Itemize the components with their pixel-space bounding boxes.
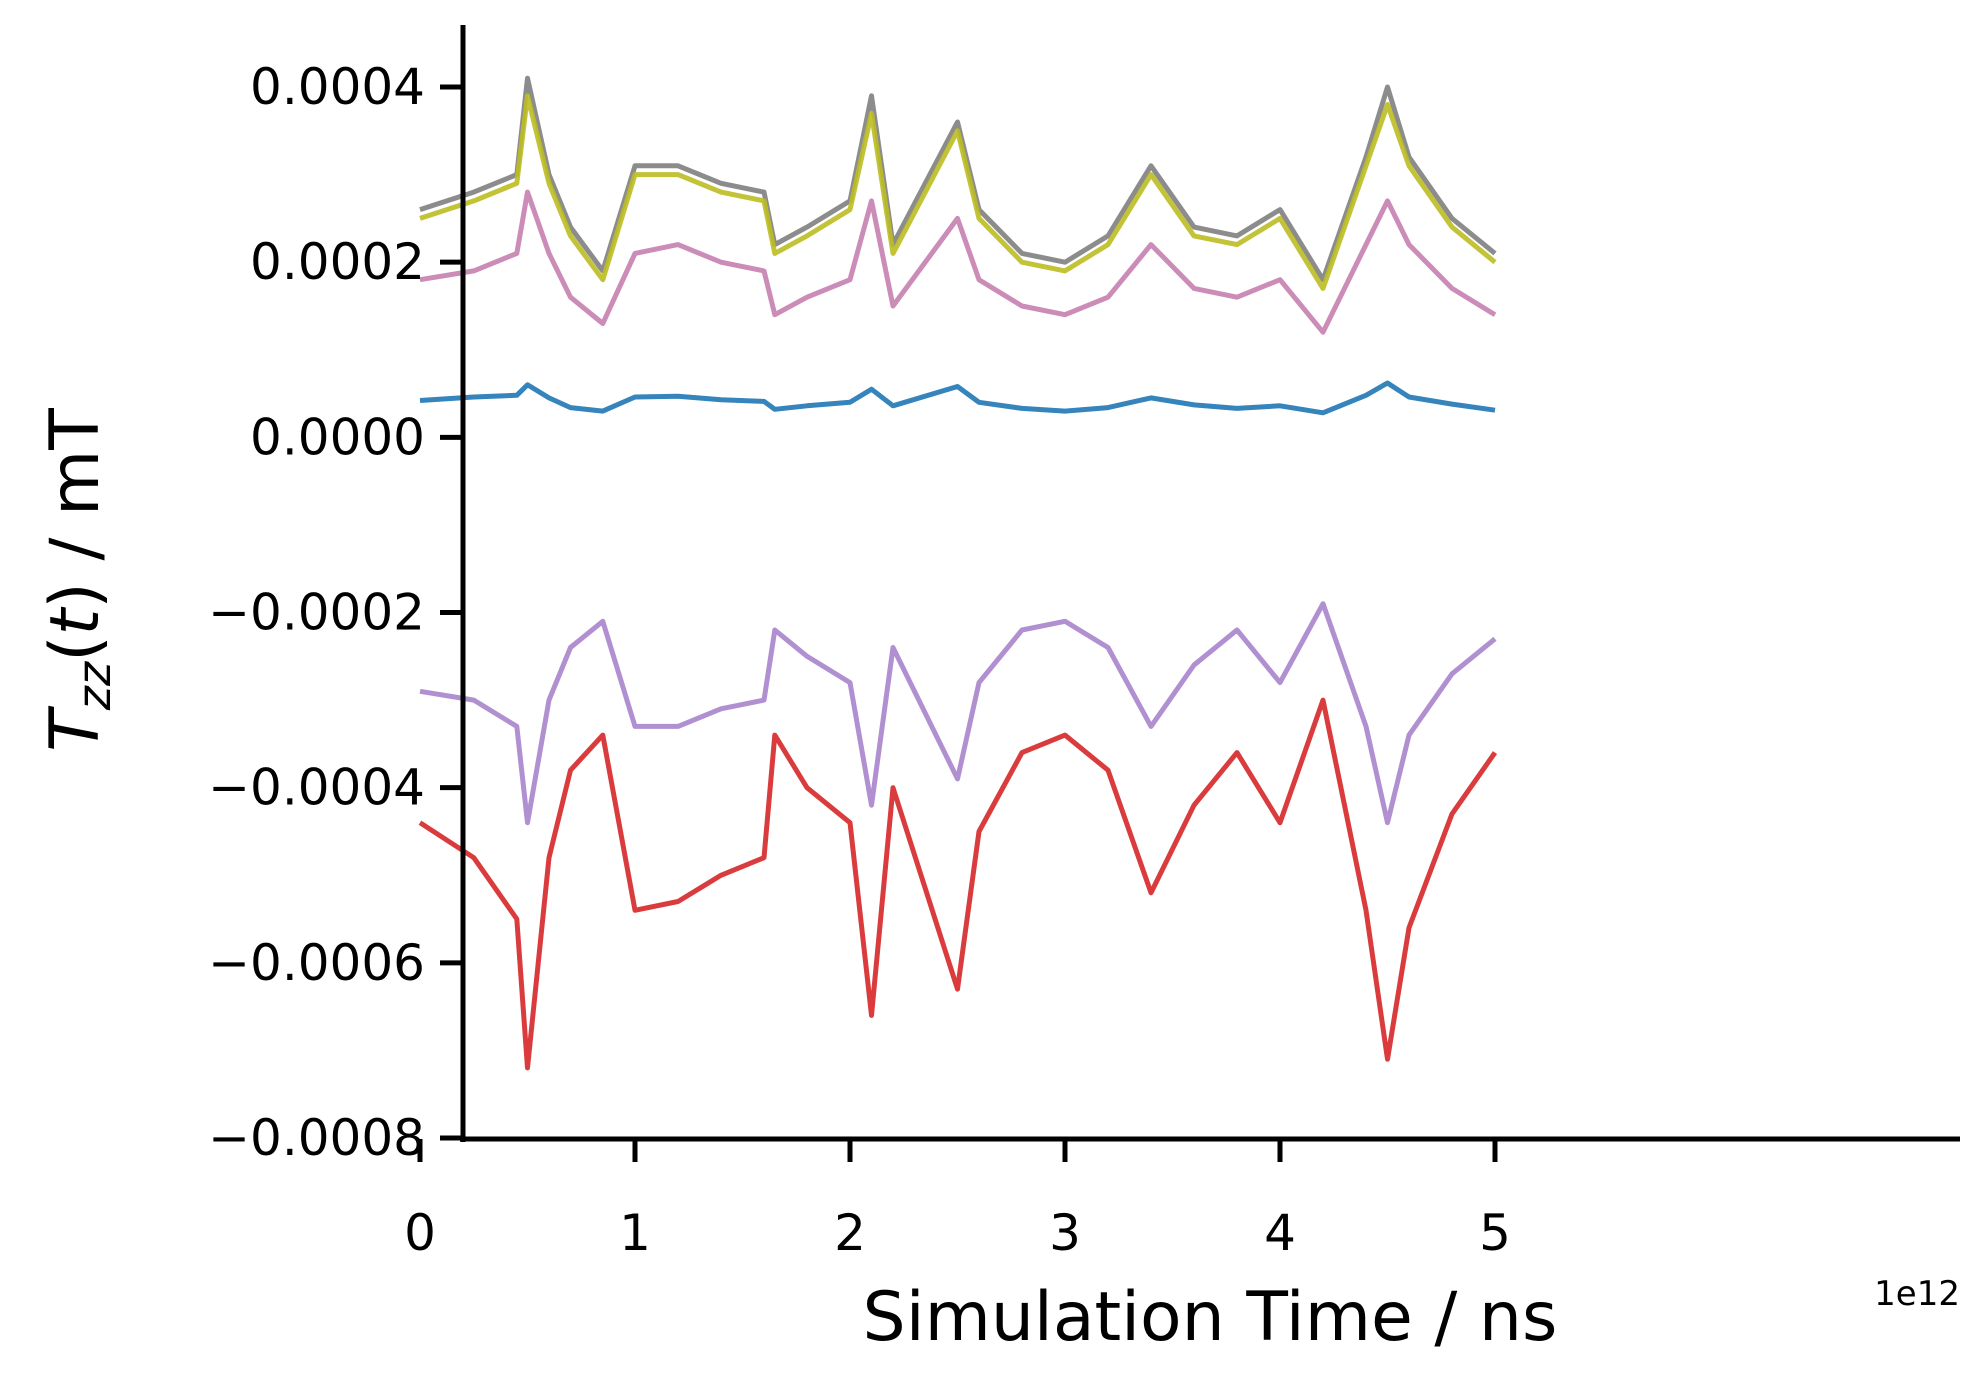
series-line-6	[418, 697, 1498, 1071]
x-offset-label: 1e12	[1874, 1274, 1960, 1314]
y-tick-label: −0.0006	[208, 934, 425, 992]
y-tick-label: 0.0000	[250, 408, 425, 466]
x-tick-label: 3	[1049, 1204, 1081, 1262]
y-label-subscript: zz	[67, 661, 121, 711]
y-tick-label: −0.0004	[208, 759, 425, 817]
x-axis-label: Simulation Time / ns	[863, 1278, 1558, 1357]
series-line-3	[419, 189, 1497, 335]
y-axis-label: Tzz(t) / mT	[36, 408, 121, 752]
x-tick-label: 4	[1264, 1204, 1296, 1262]
axes-layer	[460, 25, 1960, 1142]
y-label-unit: / mT	[36, 408, 115, 582]
series-line-2	[419, 93, 1497, 291]
ticks-layer: 0 1 2 3 4 5 0.0004 0.0002 0.0000 −0.0002 −0.0004 −0…	[208, 58, 1511, 1262]
x-tick-label: 1	[619, 1204, 651, 1262]
x-tick-label: 5	[1479, 1204, 1511, 1262]
y-tick-label: −0.0008	[208, 1109, 425, 1167]
y-tick-label: −0.0002	[208, 584, 425, 642]
x-tick-label: 2	[834, 1204, 866, 1262]
y-tick-label: 0.0002	[250, 233, 425, 291]
series-line-4	[419, 380, 1496, 416]
y-label-open-paren: (	[36, 635, 115, 662]
y-label-variable: t	[36, 606, 115, 635]
x-tick-label: 0	[404, 1204, 436, 1262]
y-label-symbol: T	[36, 706, 115, 752]
y-tick-label: 0.0004	[250, 58, 425, 116]
series-layer	[418, 75, 1498, 1071]
y-label-close-paren: )	[36, 582, 115, 609]
series-line-5	[419, 601, 1497, 826]
